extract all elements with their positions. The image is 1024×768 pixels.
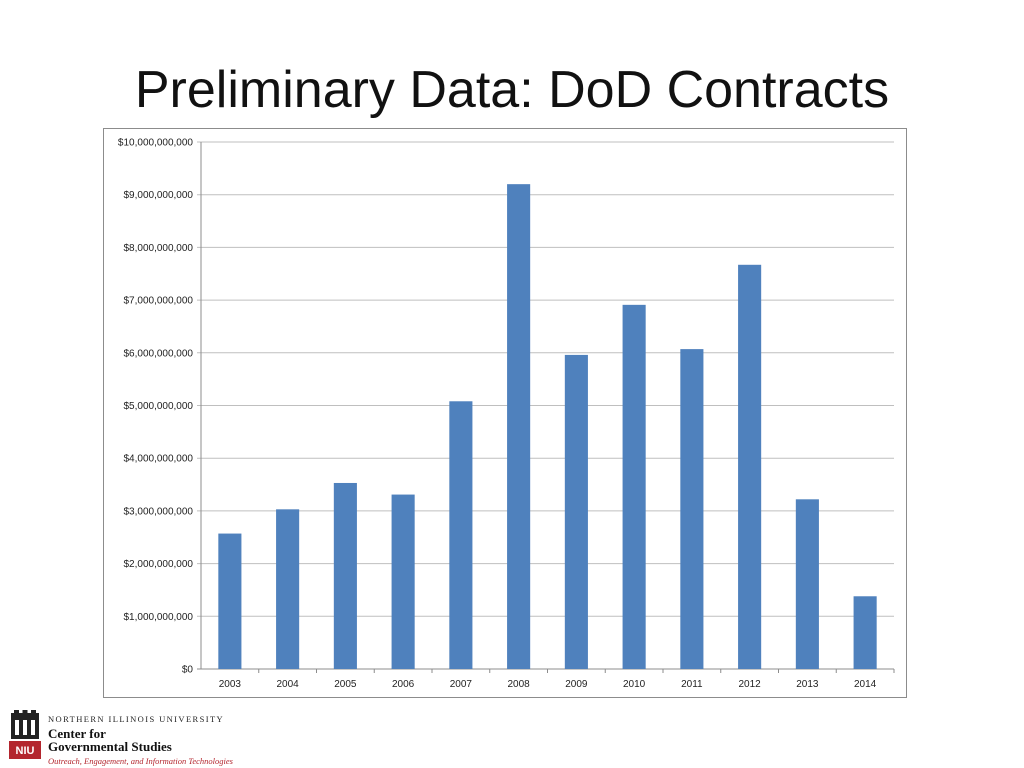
y-tick-label: $10,000,000,000 (118, 138, 194, 149)
bar (276, 509, 300, 669)
niu-logo-text: NIU (16, 745, 35, 757)
niu-logo-icon: NIU (9, 710, 41, 759)
bar (507, 184, 531, 669)
y-tick-label: $2,000,000,000 (123, 559, 193, 570)
y-tick-label: $6,000,000,000 (123, 348, 193, 359)
university-name: NORTHERN ILLINOIS UNIVERSITY (48, 714, 225, 724)
bar (218, 533, 242, 669)
chart-frame: $0 $1,000,000,000 $2,000,000,000 $3,000,000… (103, 128, 907, 698)
footer-logo: NIU NORTHERN ILLINOIS UNIVERSITY Center … (8, 710, 308, 766)
footer-text: NORTHERN ILLINOIS UNIVERSITY Center for … (48, 714, 233, 766)
x-tick-label: 2011 (681, 679, 703, 690)
y-tick-label: $0 (182, 665, 194, 676)
bar (449, 401, 473, 669)
x-tick-label: 2003 (219, 679, 242, 690)
bar (564, 354, 588, 669)
y-tick-label: $8,000,000,000 (123, 243, 193, 254)
y-tick-label: $4,000,000,000 (123, 454, 193, 465)
center-name-line1: Center for (48, 726, 106, 741)
x-tick-label: 2007 (450, 679, 473, 690)
x-tick-label: 2005 (334, 679, 357, 690)
x-tick-label: 2013 (796, 679, 819, 690)
x-tick-label: 2006 (392, 679, 415, 690)
center-name-line2: Governmental Studies (48, 739, 172, 754)
y-tick-label: $1,000,000,000 (123, 612, 193, 623)
bar (622, 304, 646, 669)
bar (853, 596, 877, 669)
y-tick-label: $9,000,000,000 (123, 190, 193, 201)
tagline: Outreach, Engagement, and Information Te… (48, 756, 233, 766)
x-tick-label: 2012 (739, 679, 762, 690)
center-name: Center for Governmental Studies (48, 727, 233, 753)
bar (391, 494, 415, 669)
y-tick-label: $5,000,000,000 (123, 401, 193, 412)
bar-chart: $0 $1,000,000,000 $2,000,000,000 $3,000,000… (118, 138, 895, 690)
y-tick-label: $7,000,000,000 (123, 296, 193, 307)
x-tick-label: 2010 (623, 679, 646, 690)
bar (333, 482, 357, 669)
x-tick-label: 2009 (565, 679, 588, 690)
x-tick-label: 2014 (854, 679, 877, 690)
slide-title: Preliminary Data: DoD Contracts (134, 61, 890, 119)
x-tick-label: 2004 (277, 679, 300, 690)
bar (738, 264, 762, 669)
bar (795, 499, 819, 669)
x-tick-label: 2008 (508, 679, 531, 690)
bar (680, 349, 704, 669)
y-tick-label: $3,000,000,000 (123, 506, 193, 517)
